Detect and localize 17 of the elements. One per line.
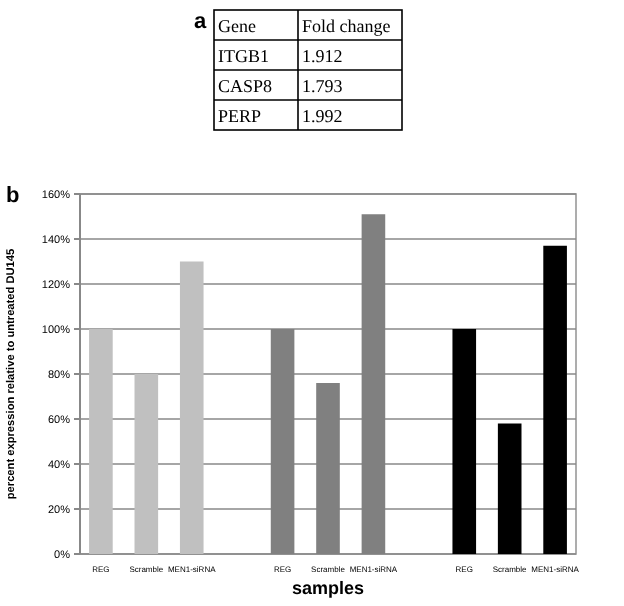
bar xyxy=(89,329,113,554)
bar xyxy=(543,245,567,554)
text: ITGB1 xyxy=(218,46,269,66)
text: Fold change xyxy=(302,16,391,36)
text: 1.992 xyxy=(302,106,343,126)
bar xyxy=(497,423,522,554)
bar xyxy=(134,374,159,554)
bar xyxy=(179,261,204,554)
x-axis-title: samples xyxy=(291,578,365,598)
text: Gene xyxy=(218,16,256,36)
text: 1.912 xyxy=(302,46,343,66)
text: 1.793 xyxy=(302,76,344,96)
text: PERP xyxy=(218,106,262,126)
text: CASP8 xyxy=(218,76,274,96)
text: a xyxy=(194,10,208,34)
chart-title: b xyxy=(6,184,20,208)
bar xyxy=(452,329,477,554)
